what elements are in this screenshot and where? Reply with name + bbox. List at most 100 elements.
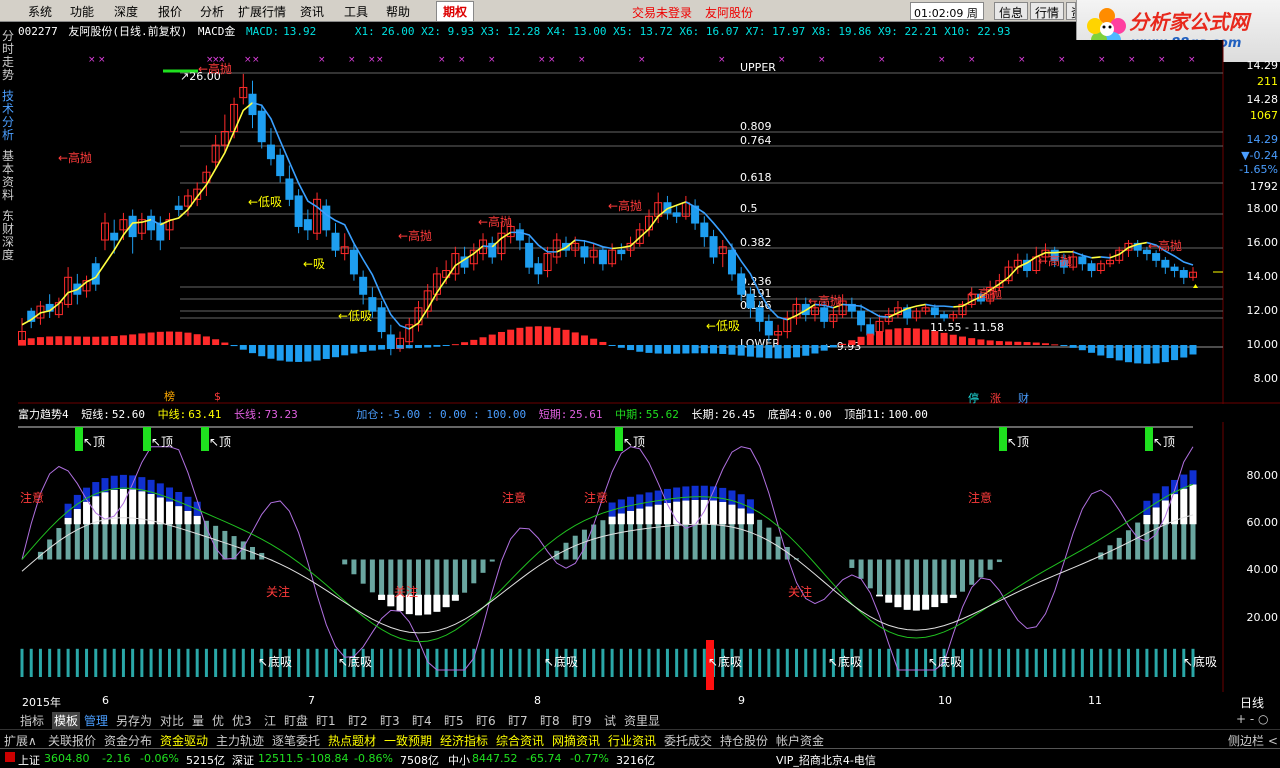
tab-intraday[interactable]: 分时走势 [2,29,15,82]
ind-base-bar [638,648,642,677]
menu-system[interactable]: 系统 [28,5,53,19]
zoom-controls[interactable]: + - ○ [1236,712,1269,726]
indicator-tab[interactable]: 优3 [232,714,252,728]
indicator-tab[interactable]: 量 [192,714,205,728]
ind-top-bar [156,483,164,498]
ind-lo-bar [931,594,939,608]
indicator-chart[interactable]: 80.00 60.00 40.00 20.00 ↖顶 ↖顶 ↖顶 ↖顶 ↖顶 ↖顶 ↖底吸 ↖底吸 ↖底… [18,422,1280,692]
macd-bars [18,326,1197,364]
price-axis-label: 1792 [1250,180,1278,193]
candle-body [220,131,229,146]
indicator-tab[interactable]: 盯1 [316,714,336,728]
indicator-tab[interactable]: 模板 [52,712,81,729]
indicator-tab[interactable]: 对比 [160,714,185,728]
function-tab[interactable]: 持仓股份 [720,734,769,748]
tab-eastmoney[interactable]: 东财深度 [2,209,15,262]
function-tab[interactable]: 关联报价 [48,734,97,748]
price-chart[interactable]: UPPER0.8090.7640.6180.50.3820.2360.1910.… [18,40,1280,404]
info-button[interactable]: 信息 [994,2,1029,20]
function-tab[interactable]: 网摘资讯 [552,734,601,748]
ind-down-bar [480,559,486,573]
tab-fundamentals[interactable]: 基本资料 [2,149,15,202]
function-tab[interactable]: 资金驱动 [160,734,209,748]
function-tab[interactable]: 一致预期 [384,734,433,748]
menu-news[interactable]: 资讯 [300,5,325,19]
macd-bar [940,332,948,345]
indicator-tab[interactable]: 盯7 [508,714,528,728]
candle-body [635,229,644,244]
sh-label[interactable]: 上证 [18,754,40,767]
ind-hi-bar [119,488,127,525]
function-tab[interactable]: 帐户资金 [776,734,825,748]
macd-bar [359,345,367,352]
indicator-tab[interactable]: 资里显 [624,714,661,728]
quotes-button[interactable]: 行情 [1030,2,1065,20]
indicator-tab[interactable]: 试 [604,714,617,728]
candle-body [847,303,856,312]
macd-bar [55,336,63,345]
ind-down-bar [425,559,431,615]
macd-bar [562,329,570,345]
indicator-tab[interactable]: 盯2 [348,714,368,728]
server-name[interactable]: VIP_招商北京4-电信 [776,754,876,767]
indicator-tab[interactable]: 优 [212,714,225,728]
macd-bar [479,337,487,345]
sz-label[interactable]: 深证 [232,754,254,767]
indicator-tab[interactable]: 盯8 [540,714,560,728]
ind-up-bar [747,513,753,560]
candle-body [285,178,294,200]
menu-options[interactable]: 期权 [436,1,475,22]
macd-bar [608,345,616,346]
ind-hi-bar [83,501,91,525]
function-tab[interactable]: 主力轨迹 [216,734,265,748]
month-label: 9 [738,694,745,707]
ind-base-bar [361,648,365,677]
ind-base-bar [656,648,660,677]
indicator-tab[interactable]: 指标 [20,714,45,728]
function-tab[interactable]: 委托成交 [664,734,713,748]
menu-quotes[interactable]: 报价 [158,5,183,19]
news-button[interactable]: 资 [1066,2,1076,20]
indicator-tab[interactable]: 盯9 [572,714,592,728]
function-tab[interactable]: 资金分布 [104,734,153,748]
indicator-tab[interactable]: 盯6 [476,714,496,728]
candle-body [165,219,174,231]
menu-tools[interactable]: 工具 [344,5,369,19]
function-tab[interactable]: 综合资讯 [496,734,545,748]
sidebar-toggle[interactable]: 侧边栏 < [1228,734,1278,748]
function-tab[interactable]: 行业资讯 [608,734,657,748]
function-tab[interactable]: 经济指标 [440,734,489,748]
macd-bar [1180,345,1188,358]
function-tab[interactable]: 逐笔委托 [272,734,321,748]
ind-mid-line [21,483,1194,643]
bottom-signal: ↖底吸 [828,654,862,669]
ind-down-bar [379,559,385,600]
indicator-tab[interactable]: 盯3 [380,714,400,728]
function-tab[interactable]: 热点题材 [328,734,377,748]
function-tab[interactable]: 扩展∧ [4,734,37,748]
zx-label[interactable]: 中小 [448,754,470,767]
indicator-tab[interactable]: 盯盘 [284,714,309,728]
menu-function[interactable]: 功能 [70,5,95,19]
ind-up-bar [683,500,689,560]
ind-base-bar [306,648,310,677]
top-marker: × [818,55,826,65]
menu-analysis[interactable]: 分析 [200,5,225,19]
ind-base-bar [518,648,522,677]
ind-base-bar [426,648,430,677]
indicator-tab[interactable]: 管理 [84,714,109,728]
menu-depth[interactable]: 深度 [114,5,139,19]
period-label[interactable]: 日线 [1240,696,1265,710]
indicator-tab[interactable]: 另存为 [116,714,153,728]
candle-body [617,249,626,255]
login-status[interactable]: 交易未登录 [632,6,693,20]
menu-ext-quotes[interactable]: 扩展行情 [238,5,287,19]
note-signal: 注意 [968,490,992,505]
macd-bar [27,338,35,345]
tab-technical[interactable]: 技术分析 [2,89,15,142]
indicator-tab[interactable]: 盯5 [444,714,464,728]
ind-base-bar [389,648,393,677]
indicator-tab[interactable]: 盯4 [412,714,432,728]
menu-help[interactable]: 帮助 [386,5,411,19]
indicator-tab[interactable]: 江 [264,714,277,728]
